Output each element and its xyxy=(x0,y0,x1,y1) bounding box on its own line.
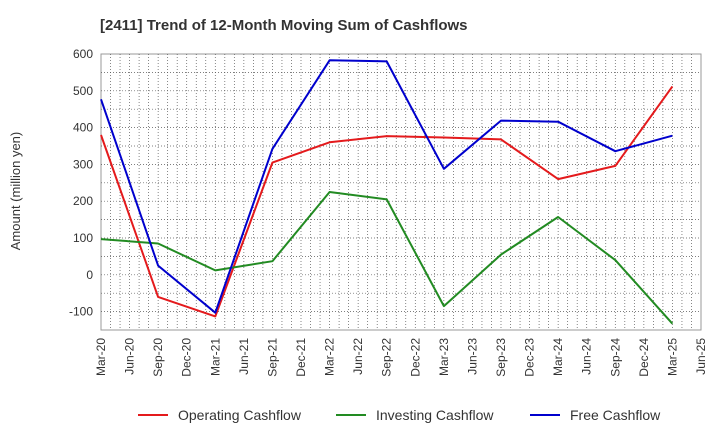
x-tick-label: Sep-20 xyxy=(151,338,165,377)
plot-frame xyxy=(100,53,702,331)
y-tick-label: 0 xyxy=(86,268,93,282)
x-tick-label: Dec-21 xyxy=(294,338,308,377)
y-axis-label: Amount (million yen) xyxy=(8,132,23,251)
x-tick-label: Mar-23 xyxy=(437,338,451,376)
x-tick-label: Jun-25 xyxy=(694,338,708,375)
x-tick-label: Jun-20 xyxy=(123,338,137,375)
x-tick-label: Sep-22 xyxy=(380,338,394,377)
x-tick-label: Sep-23 xyxy=(494,338,508,377)
x-tick-label: Sep-21 xyxy=(265,338,279,377)
x-tick-label: Jun-24 xyxy=(580,338,594,375)
legend-label: Investing Cashflow xyxy=(376,407,494,423)
x-tick-label: Jun-23 xyxy=(465,338,479,375)
x-tick-label: Sep-24 xyxy=(608,338,622,377)
x-tick-label: Jun-22 xyxy=(351,338,365,375)
x-tick-label: Mar-25 xyxy=(665,338,679,376)
plot-area: -100 0 100 200 300 400 500 600 Mar-20 Jun-20 Sep-2… xyxy=(69,47,708,377)
x-tick-label: Dec-22 xyxy=(408,338,422,377)
legend-label: Operating Cashflow xyxy=(178,407,302,423)
x-tick-label: Mar-20 xyxy=(94,338,108,376)
y-tick-label: 300 xyxy=(73,157,93,171)
x-tick-label: Dec-20 xyxy=(180,338,194,377)
chart-title: [2411] Trend of 12-Month Moving Sum of C… xyxy=(100,17,468,34)
series-line-investing-cashflow xyxy=(100,191,674,325)
y-tick-label: 200 xyxy=(73,194,93,208)
y-tick-label: 100 xyxy=(73,231,93,245)
x-tick-label: Mar-24 xyxy=(551,338,565,376)
x-tick-label: Dec-24 xyxy=(637,338,651,377)
y-tick-label: 600 xyxy=(73,47,93,61)
series-line-free-cashflow xyxy=(100,59,673,314)
x-tick-label: Dec-23 xyxy=(523,338,537,377)
y-tick-label: -100 xyxy=(69,305,93,319)
x-tick-label: Mar-22 xyxy=(323,338,337,376)
legend: Operating Cashflow Investing Cashflow Free… xyxy=(138,407,661,423)
legend-label: Free Cashflow xyxy=(570,407,661,423)
series-line-operating-cashflow xyxy=(100,85,674,318)
x-tick-label: Jun-21 xyxy=(237,338,251,375)
y-tick-label: 400 xyxy=(73,121,93,135)
y-tick-label: 500 xyxy=(73,84,93,98)
x-tick-label: Mar-21 xyxy=(208,338,222,376)
